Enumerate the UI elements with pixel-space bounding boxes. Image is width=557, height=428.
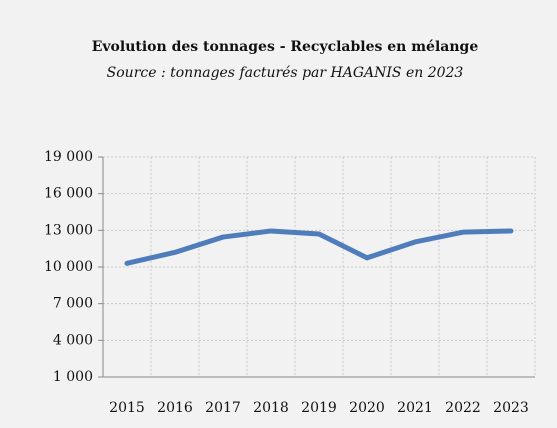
y-tick-label: 16 000 xyxy=(44,186,93,202)
chart-subtitle: Source : tonnages facturés par HAGANIS e… xyxy=(107,65,464,81)
y-tick-label: 10 000 xyxy=(44,259,93,275)
x-tick-label: 2018 xyxy=(253,400,289,416)
x-tick-label: 2022 xyxy=(445,400,481,416)
y-tick-label: 7 000 xyxy=(53,296,93,312)
x-tick-label: 2016 xyxy=(157,400,193,416)
x-tick-label: 2021 xyxy=(397,400,433,416)
y-tick-label: 13 000 xyxy=(44,222,93,238)
chart-title: Evolution des tonnages - Recyclables en … xyxy=(92,39,479,55)
x-tick-label: 2023 xyxy=(493,400,529,416)
y-tick-label: 1 000 xyxy=(53,369,93,385)
series-line xyxy=(124,228,514,266)
y-tick-label: 4 000 xyxy=(53,332,93,348)
y-tick-label: 19 000 xyxy=(44,149,93,165)
x-tick-label: 2020 xyxy=(349,400,385,416)
x-tick-label: 2019 xyxy=(301,400,337,416)
x-tick-label: 2017 xyxy=(205,400,241,416)
x-tick-label: 2015 xyxy=(109,400,145,416)
